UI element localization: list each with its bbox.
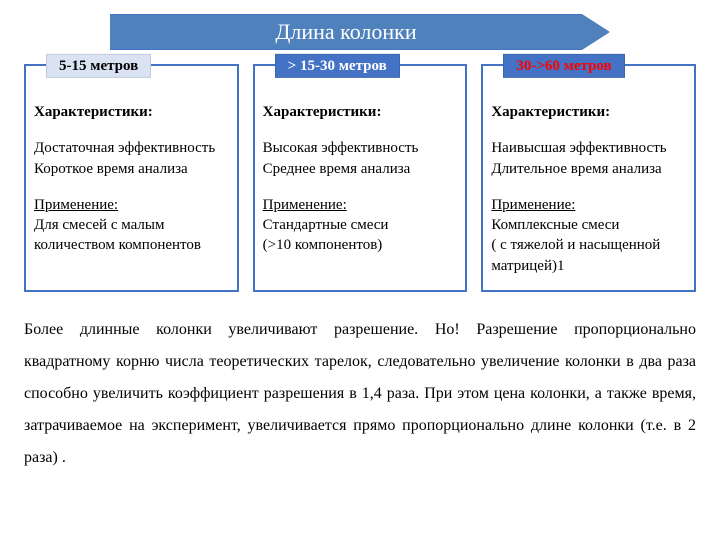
card-3-app-label: Применение:	[491, 197, 575, 213]
title-text: Длина колонки	[275, 19, 416, 45]
card-1-app-label: Применение:	[34, 197, 118, 213]
card-3-char-text: Наивысшая эффективность Длительное время…	[491, 138, 686, 179]
footer-paragraph: Более длинные колонки увеличивают разреш…	[24, 314, 696, 474]
card-2-app-text: Стандартные смеси (>10 компонентов)	[263, 217, 389, 253]
card-1-badge-text: 5-15 метров	[59, 58, 138, 74]
card-2-char-label: Характеристики:	[263, 104, 382, 120]
title-arrow-head	[582, 14, 610, 50]
card-2: > 15-30 метров Характеристики: Высокая э…	[253, 64, 468, 292]
card-1-badge: 5-15 метров	[46, 54, 151, 78]
card-3: 30->60 метров Характеристики: Наивысшая …	[481, 64, 696, 292]
card-3-char-label: Характеристики:	[491, 104, 610, 120]
card-2-app-label: Применение:	[263, 197, 347, 213]
card-3-badge: 30->60 метров	[503, 54, 624, 78]
card-1-char-label: Характеристики:	[34, 104, 153, 120]
cards-row: 5-15 метров Характеристики: Достаточная …	[24, 64, 696, 292]
slide-root: Длина колонки 5-15 метров Характеристики…	[0, 0, 720, 474]
card-2-badge-text: > 15-30 метров	[288, 58, 387, 74]
card-3-app-text: Комплексные смеси ( с тяжелой и насыщенн…	[491, 217, 660, 274]
card-1-app-text: Для смесей с малым количеством компонент…	[34, 217, 201, 253]
card-1-char-text: Достаточная эффективность Короткое время…	[34, 138, 229, 179]
card-2-char-text: Высокая эффективность Среднее время анал…	[263, 138, 458, 179]
title-arrow-body: Длина колонки	[110, 14, 582, 50]
title-arrow: Длина колонки	[110, 14, 610, 50]
card-1: 5-15 метров Характеристики: Достаточная …	[24, 64, 239, 292]
card-2-badge: > 15-30 метров	[275, 54, 400, 78]
card-3-badge-text: 30->60 метров	[516, 58, 611, 74]
